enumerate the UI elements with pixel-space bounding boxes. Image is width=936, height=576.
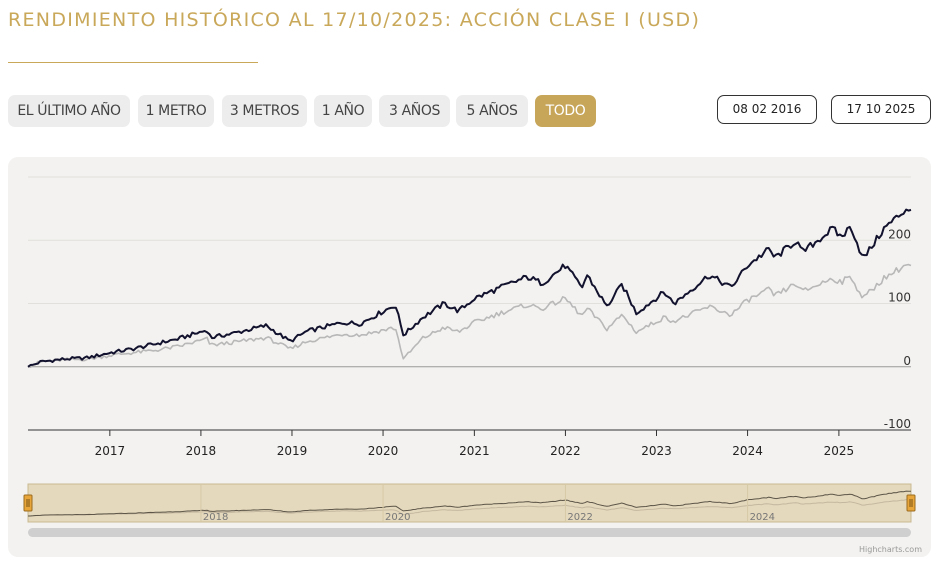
navigator-series-benchmark [27, 499, 912, 517]
navigator-selected-area [27, 483, 912, 523]
from-date-input[interactable]: 08 02 2016 [717, 95, 817, 124]
range-button-3-months[interactable]: 3 METROS [222, 95, 307, 127]
x-tick-label: 2023 [641, 444, 672, 458]
range-button-5-years[interactable]: 5 AÑOS [456, 95, 528, 127]
series-line-benchmark [27, 263, 912, 368]
page-title: RENDIMIENTO HISTÓRICO AL 17/10/2025: ACC… [8, 9, 701, 31]
y-tick-label: 0 [903, 354, 911, 368]
y-tick-label: 100 [888, 291, 911, 305]
range-button-last-year[interactable]: EL ÚLTIMO AÑO [8, 95, 130, 127]
y-tick-label: -100 [884, 417, 911, 431]
x-tick-label: 2025 [824, 444, 855, 458]
navigator-series-fund [28, 490, 912, 517]
x-tick-label: 2019 [277, 444, 308, 458]
y-tick-label: 200 [888, 227, 911, 241]
navigator: 2018 2020 2022 2024 [23, 483, 916, 537]
range-button-1-year[interactable]: 1 AÑO [314, 95, 372, 127]
title-underline [8, 62, 258, 63]
x-tick-label: 2024 [732, 444, 763, 458]
navigator-scrollbar[interactable] [28, 528, 911, 537]
x-tick-label: 2021 [459, 444, 490, 458]
chart-grid [28, 176, 911, 368]
x-axis-tick-labels: 2017 2018 2019 2020 2021 2022 2023 2024 2025 [95, 430, 855, 458]
navigator-left-handle[interactable] [23, 494, 33, 512]
x-tick-label: 2017 [95, 444, 126, 458]
navigator-tick-label: 2020 [385, 512, 410, 523]
x-tick-label: 2022 [550, 444, 581, 458]
navigator-right-handle[interactable] [906, 494, 916, 512]
navigator-tick-label: 2018 [203, 512, 228, 523]
range-button-1-month[interactable]: 1 METRO [138, 95, 214, 127]
navigator-tick-label: 2022 [567, 512, 592, 523]
highcharts-credit[interactable]: Highcharts.com [859, 545, 922, 554]
y-axis-tick-labels: -100 0 100 200 [884, 227, 911, 431]
range-button-all[interactable]: TODO [535, 95, 596, 127]
chart-series [27, 208, 912, 368]
to-date-input[interactable]: 17 10 2025 [831, 95, 931, 124]
navigator-tick-label: 2024 [750, 512, 775, 523]
x-tick-label: 2018 [186, 444, 217, 458]
series-line-fund [27, 208, 912, 368]
x-tick-label: 2020 [368, 444, 399, 458]
range-button-3-years[interactable]: 3 AÑOS [379, 95, 450, 127]
